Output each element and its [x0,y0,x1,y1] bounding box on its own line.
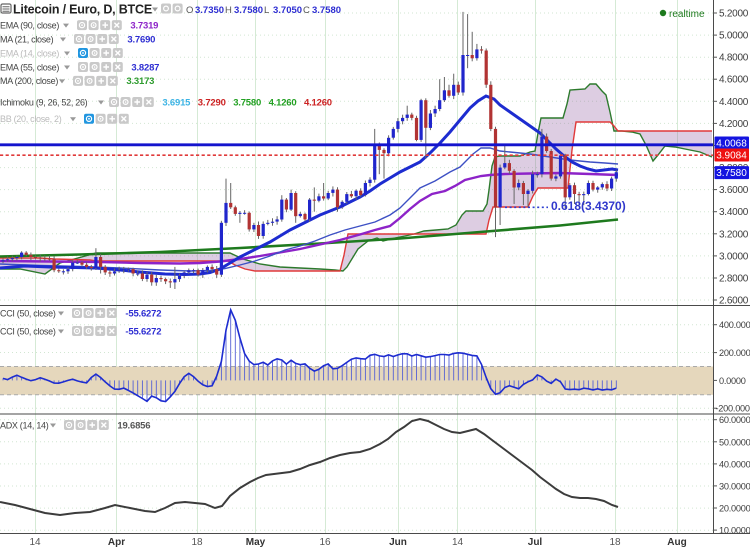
svg-text:3.7580: 3.7580 [716,168,747,179]
svg-text:200.000: 200.000 [719,348,750,358]
svg-text:Jul: Jul [528,537,543,548]
svg-text:19.6856: 19.6856 [117,420,150,431]
svg-text:-55.6272: -55.6272 [125,326,161,337]
svg-text:3.6000: 3.6000 [719,185,749,196]
svg-text:Litecoin / Euro, D, BTCE: Litecoin / Euro, D, BTCE [13,3,152,17]
svg-text:4.6000: 4.6000 [719,75,749,86]
svg-text:3.8287: 3.8287 [131,62,159,73]
svg-text:C: C [303,5,310,16]
svg-text:10.0000: 10.0000 [719,526,750,536]
svg-text:4.8000: 4.8000 [719,53,749,64]
svg-text:0.0000: 0.0000 [719,376,746,386]
svg-text:3.0000: 3.0000 [719,251,749,262]
svg-text:3.7290: 3.7290 [198,97,226,108]
svg-text:EMA (14, close): EMA (14, close) [0,48,59,58]
svg-text:L: L [264,5,269,16]
svg-text:3.3173: 3.3173 [126,76,154,87]
svg-text:MA (200, close): MA (200, close) [0,76,58,86]
svg-text:3.2000: 3.2000 [719,229,749,240]
svg-text:ADX (14, 14): ADX (14, 14) [0,420,49,430]
svg-text:Apr: Apr [108,537,125,548]
svg-text:-200.000: -200.000 [716,404,750,414]
svg-text:30.0000: 30.0000 [719,481,750,491]
svg-text:4.1260: 4.1260 [269,97,297,108]
svg-text:Jun: Jun [389,537,407,548]
svg-text:realtime: realtime [669,9,705,20]
svg-text:3.7319: 3.7319 [130,20,158,31]
svg-text:18: 18 [609,537,621,548]
svg-text:EMA (55, close): EMA (55, close) [0,62,59,72]
svg-text:3.7350: 3.7350 [195,5,224,16]
svg-text:3.7580: 3.7580 [233,97,261,108]
svg-text:2.6000: 2.6000 [719,296,749,307]
svg-text:CCI (50, close): CCI (50, close) [0,326,56,336]
svg-text:3.7580: 3.7580 [234,5,263,16]
svg-text:Ichimoku (9, 26, 52, 26): Ichimoku (9, 26, 52, 26) [0,97,88,107]
svg-text:14: 14 [29,537,41,548]
svg-text:16: 16 [319,537,331,548]
svg-text:May: May [246,537,266,548]
svg-text:0.618(3.4370): 0.618(3.4370) [551,199,626,213]
svg-text:3.7580: 3.7580 [312,5,341,16]
svg-text:60.0000: 60.0000 [719,415,750,425]
svg-text:3.4000: 3.4000 [719,207,749,218]
svg-text:2.8000: 2.8000 [719,274,749,285]
svg-text:CCI (50, close): CCI (50, close) [0,308,56,318]
svg-text:3.7050: 3.7050 [273,5,302,16]
svg-text:20.0000: 20.0000 [719,504,750,514]
svg-text:MA (21, close): MA (21, close) [0,34,54,44]
svg-text:50.0000: 50.0000 [719,437,750,447]
svg-text:H: H [225,5,232,16]
svg-text:5.2000: 5.2000 [719,9,749,20]
svg-text:3.7690: 3.7690 [127,34,155,45]
svg-text:4.4000: 4.4000 [719,97,749,108]
svg-text:18: 18 [191,537,203,548]
svg-text:3.6915: 3.6915 [162,97,191,108]
svg-text:BB (20, close, 2): BB (20, close, 2) [0,114,62,124]
svg-text:Aug: Aug [667,537,686,548]
svg-text:4.1260: 4.1260 [304,97,332,108]
svg-text:3.9084: 3.9084 [716,151,747,162]
svg-text:EMA (90, close): EMA (90, close) [0,20,59,30]
svg-text:14: 14 [452,537,464,548]
svg-text:4.2000: 4.2000 [719,119,749,130]
svg-text:40.0000: 40.0000 [719,459,750,469]
svg-text:5.0000: 5.0000 [719,31,749,42]
svg-text:4.0068: 4.0068 [716,139,747,150]
svg-text:O: O [186,5,193,16]
svg-text:-55.6272: -55.6272 [125,308,161,319]
svg-text:400.000: 400.000 [719,320,750,330]
